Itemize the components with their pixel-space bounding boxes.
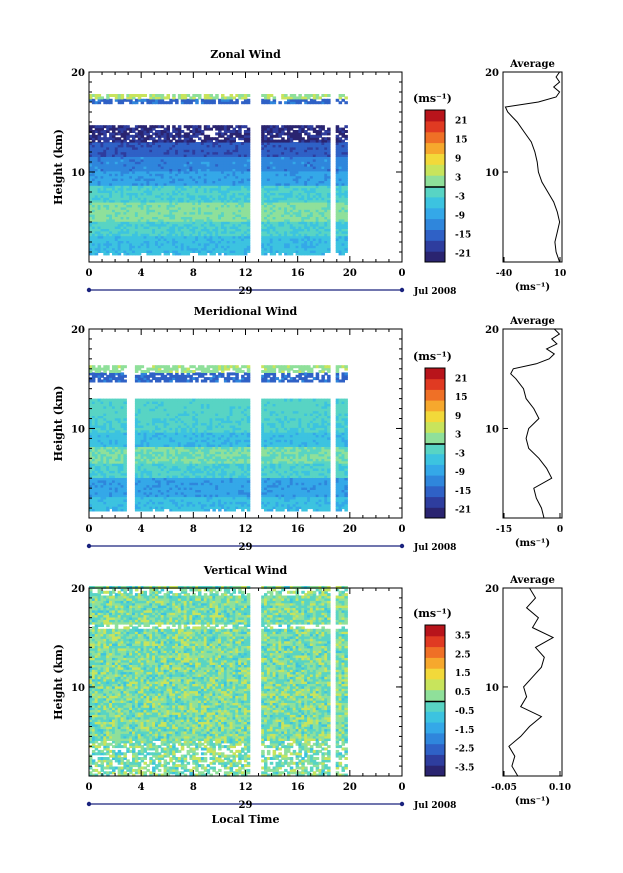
heatmap-cell [167,125,171,128]
heatmap-cell [198,94,202,97]
heatmap-cell [215,94,219,97]
heatmap-cell [247,128,251,131]
heatmap-cell [121,94,125,97]
heatmap-cell [247,99,251,102]
heatmap-cell [144,94,148,97]
heatmap-cell [198,125,202,128]
heatmap-cell [178,125,182,128]
heatmap-cell [278,101,282,104]
heatmap-cell [109,99,113,102]
heatmap-cell [273,96,277,99]
figure: Zonal Wind2010Height (km)0 4 8 12 16 20 029 Jul… [0,0,623,873]
heatmap-cell [247,94,251,97]
panel-title: Zonal Wind [210,48,281,61]
heatmap [89,94,348,255]
heatmap-cell [167,94,171,97]
heatmap-cell [172,94,176,97]
